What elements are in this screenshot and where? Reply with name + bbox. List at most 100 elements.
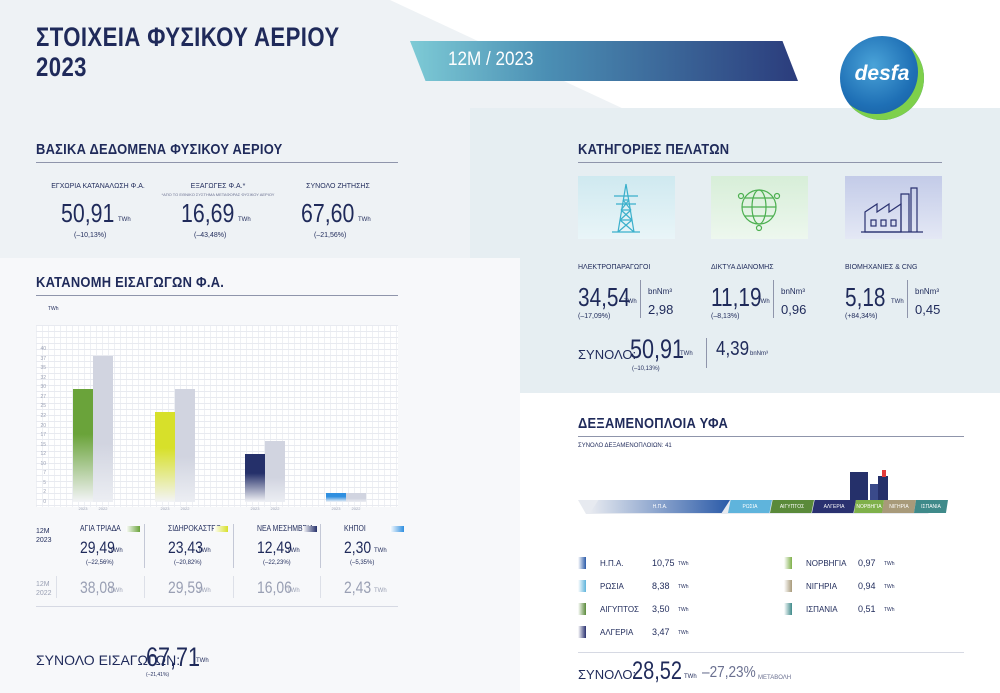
lng-country-value: 0,97 bbox=[858, 558, 876, 568]
imports-total-unit: TWh bbox=[196, 658, 209, 664]
bar-2023 bbox=[245, 454, 265, 502]
entry-divider-prev bbox=[233, 576, 234, 598]
page-title: ΣΤΟΙΧΕΙΑ ΦΥΣΙΚΟΥ ΑΕΡΙΟΥ 2023 bbox=[36, 22, 340, 82]
lng-country-name: ΡΩΣΙΑ bbox=[600, 582, 624, 591]
entry-divider bbox=[320, 524, 321, 568]
kpi-unit: TWh bbox=[238, 217, 251, 223]
ship-segment: Η.Π.Α. bbox=[590, 500, 730, 513]
import-value-2023: 2,30 bbox=[344, 538, 372, 557]
y-tick-label: 17 bbox=[40, 432, 46, 439]
kpi-unit: TWh bbox=[118, 217, 131, 223]
imports-total-value: 67,71 bbox=[146, 642, 201, 672]
customer-bn-label: bnNm³ bbox=[781, 287, 806, 296]
x-tick-label: 2022 bbox=[98, 506, 108, 511]
customer-change: (–17,09%) bbox=[578, 313, 611, 320]
imports-total-change: (–21,41%) bbox=[146, 672, 170, 678]
lng-country-name: ΝΟΡΒΗΓΙΑ bbox=[806, 559, 847, 568]
x-tick-label: 2023 bbox=[160, 506, 170, 511]
lng-total-change: –27,23% bbox=[702, 664, 756, 681]
customers-total-bn: 4,39 bbox=[716, 338, 750, 360]
y-tick-label: 27 bbox=[40, 393, 46, 400]
entry-divider-prev bbox=[56, 576, 57, 598]
lng-country-unit: TWh bbox=[678, 630, 689, 636]
import-value-2023: 23,43 bbox=[168, 538, 203, 557]
lng-country-name: ΙΣΠΑΝΙΑ bbox=[806, 605, 838, 614]
bar-2023 bbox=[155, 412, 175, 502]
customers-total-change: (–10,13%) bbox=[632, 366, 660, 372]
kpi-label: ΕΞΑΓΩΓΕΣ Φ.Α.* bbox=[190, 183, 246, 190]
customer-value: 5,18 bbox=[845, 282, 886, 312]
import-unit-2022: TWh bbox=[198, 588, 211, 594]
lng-total-value: 28,52 bbox=[632, 657, 683, 685]
period-previous-label: 12Μ 2022 bbox=[36, 581, 52, 597]
import-unit-2022: TWh bbox=[287, 588, 300, 594]
import-change: (–22,56%) bbox=[86, 560, 114, 566]
bar-2022 bbox=[346, 492, 366, 502]
x-tick-label: 2023 bbox=[250, 506, 260, 511]
lng-country-value: 10,75 bbox=[652, 558, 675, 568]
lng-country-unit: TWh bbox=[678, 561, 689, 567]
import-unit-2023: TWh bbox=[198, 548, 211, 554]
bar-2023 bbox=[73, 389, 93, 502]
import-point-swatch bbox=[126, 526, 140, 532]
import-change: (–5,35%) bbox=[350, 560, 375, 566]
lng-country-name: ΑΙΓΥΠΤΟΣ bbox=[600, 605, 639, 614]
import-unit-2023: TWh bbox=[110, 548, 123, 554]
ship-segment: ΡΩΣΙΑ bbox=[728, 500, 772, 513]
lng-rule bbox=[578, 436, 964, 437]
imports-bottom-rule bbox=[36, 606, 398, 607]
import-unit-2022: TWh bbox=[110, 588, 123, 594]
customers-total-bn-unit: bnNm³ bbox=[750, 351, 769, 357]
imports-rule bbox=[36, 295, 398, 296]
y-tick-label: 12 bbox=[40, 451, 46, 458]
y-tick-label: 32 bbox=[40, 374, 46, 381]
import-unit-2022: TWh bbox=[374, 588, 387, 594]
customer-unit: TWh bbox=[624, 299, 637, 305]
y-tick-label: 10 bbox=[40, 460, 46, 467]
basic-data-rule bbox=[36, 162, 398, 163]
y-tick-label: 40 bbox=[40, 346, 46, 353]
customer-unit: TWh bbox=[891, 299, 904, 305]
kpi-value: 50,91 bbox=[61, 198, 115, 228]
customer-bn-label: bnNm³ bbox=[915, 287, 940, 296]
desfa-logo bbox=[840, 36, 924, 120]
customer-category-label: ΗΛΕΚΤΡΟΠΑΡΑΓΩΓΟΙ bbox=[578, 264, 651, 271]
x-tick-label: 2022 bbox=[351, 506, 361, 511]
customers-rule bbox=[578, 162, 942, 163]
bar-2023 bbox=[326, 493, 346, 502]
y-tick-label: 7 bbox=[43, 470, 46, 477]
lng-country-unit: TWh bbox=[884, 584, 895, 590]
customer-value: 11,19 bbox=[711, 282, 762, 312]
lng-country-name: Η.Π.Α. bbox=[600, 559, 624, 568]
customer-category-label: ΔΙΚΤΥΑ ΔΙΑΝΟΜΗΣ bbox=[711, 264, 774, 271]
lng-country-swatch bbox=[578, 626, 586, 638]
factory-icon bbox=[845, 176, 942, 239]
ship-segment: ΑΛΓΕΡΙΑ bbox=[812, 500, 856, 513]
kpi-change: (–10,13%) bbox=[74, 232, 107, 239]
customers-total-label: ΣΥΝΟΛΟ: bbox=[578, 347, 637, 362]
x-tick-label: 2022 bbox=[270, 506, 280, 511]
customer-unit: TWh bbox=[757, 299, 770, 305]
lng-country-value: 3,50 bbox=[652, 604, 670, 614]
y-tick-label: 0 bbox=[43, 499, 46, 505]
kpi-value: 67,60 bbox=[301, 198, 355, 228]
lng-country-unit: TWh bbox=[884, 607, 895, 613]
y-tick-label: 2 bbox=[43, 489, 46, 496]
lng-country-swatch bbox=[784, 580, 792, 592]
import-unit-2023: TWh bbox=[287, 548, 300, 554]
lng-country-value: 0,94 bbox=[858, 581, 876, 591]
chart-unit-label: TWh bbox=[48, 306, 59, 312]
import-value-2023: 29,49 bbox=[80, 538, 115, 557]
y-tick-label: 22 bbox=[40, 413, 46, 419]
lng-total-label: ΣΥΝΟΛΟ: bbox=[578, 667, 637, 682]
y-tick-label: 20 bbox=[40, 422, 46, 429]
customer-bn-value: 0,96 bbox=[781, 302, 807, 317]
customer-divider bbox=[640, 280, 641, 318]
y-tick-label: 37 bbox=[40, 355, 46, 362]
kpi-change: (–21,56%) bbox=[314, 232, 347, 239]
y-tick-label: 35 bbox=[40, 365, 46, 372]
kpi-label: ΣΥΝΟΛΟ ΖΗΤΗΣΗΣ bbox=[306, 183, 370, 190]
import-value-2022: 38,08 bbox=[80, 578, 115, 597]
customer-bn-value: 0,45 bbox=[915, 302, 941, 317]
y-tick-label: 5 bbox=[43, 479, 46, 486]
